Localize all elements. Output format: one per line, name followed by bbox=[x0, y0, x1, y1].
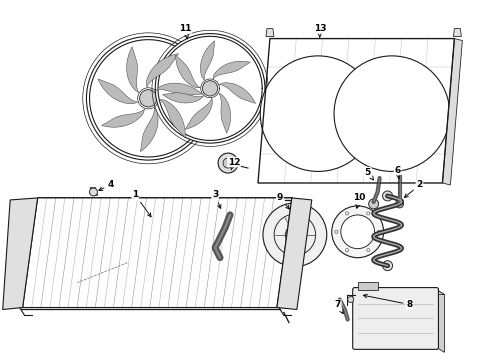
Circle shape bbox=[335, 230, 338, 233]
Circle shape bbox=[332, 206, 384, 258]
Polygon shape bbox=[277, 87, 308, 116]
Polygon shape bbox=[442, 39, 463, 185]
Polygon shape bbox=[200, 41, 215, 80]
Polygon shape bbox=[326, 104, 367, 120]
Polygon shape bbox=[400, 104, 441, 120]
Polygon shape bbox=[185, 98, 213, 129]
Polygon shape bbox=[219, 83, 256, 103]
Polygon shape bbox=[219, 93, 231, 133]
Polygon shape bbox=[437, 289, 444, 352]
Circle shape bbox=[367, 249, 370, 252]
Polygon shape bbox=[301, 123, 323, 160]
Polygon shape bbox=[213, 61, 250, 79]
Circle shape bbox=[395, 200, 404, 208]
Text: 12: 12 bbox=[228, 158, 240, 170]
Circle shape bbox=[311, 107, 325, 121]
Circle shape bbox=[260, 56, 376, 171]
Circle shape bbox=[383, 191, 392, 201]
Polygon shape bbox=[175, 55, 200, 88]
Text: 13: 13 bbox=[314, 24, 326, 37]
Text: 11: 11 bbox=[179, 24, 192, 39]
Polygon shape bbox=[101, 109, 145, 127]
Circle shape bbox=[285, 225, 304, 244]
Text: 7: 7 bbox=[335, 300, 343, 314]
Circle shape bbox=[383, 261, 392, 271]
Text: 4: 4 bbox=[99, 180, 114, 190]
Text: 1: 1 bbox=[132, 190, 151, 217]
Circle shape bbox=[377, 230, 381, 233]
Text: 5: 5 bbox=[365, 167, 373, 180]
Polygon shape bbox=[159, 99, 185, 138]
Polygon shape bbox=[156, 83, 202, 95]
Polygon shape bbox=[392, 79, 427, 104]
Circle shape bbox=[86, 37, 210, 160]
Circle shape bbox=[140, 90, 157, 107]
Polygon shape bbox=[272, 122, 313, 134]
Circle shape bbox=[385, 107, 399, 121]
Circle shape bbox=[155, 33, 265, 143]
Polygon shape bbox=[345, 122, 387, 134]
Text: 9: 9 bbox=[277, 193, 290, 209]
Polygon shape bbox=[328, 117, 345, 155]
Polygon shape bbox=[147, 54, 178, 87]
Circle shape bbox=[218, 153, 238, 173]
Circle shape bbox=[341, 215, 374, 249]
FancyBboxPatch shape bbox=[353, 288, 439, 349]
Polygon shape bbox=[163, 93, 203, 103]
Polygon shape bbox=[375, 123, 397, 160]
Circle shape bbox=[345, 212, 348, 215]
Polygon shape bbox=[2, 198, 38, 310]
Polygon shape bbox=[351, 87, 382, 116]
Polygon shape bbox=[266, 28, 274, 37]
Circle shape bbox=[345, 249, 348, 252]
Polygon shape bbox=[355, 289, 444, 294]
Bar bbox=[358, 282, 378, 289]
Text: 10: 10 bbox=[353, 193, 366, 208]
Polygon shape bbox=[401, 117, 419, 155]
Polygon shape bbox=[304, 65, 315, 107]
Polygon shape bbox=[453, 28, 462, 37]
Circle shape bbox=[263, 203, 327, 267]
Polygon shape bbox=[98, 79, 138, 104]
Text: 2: 2 bbox=[404, 180, 423, 198]
Circle shape bbox=[348, 297, 354, 302]
Circle shape bbox=[202, 81, 218, 96]
Circle shape bbox=[90, 188, 98, 196]
Text: 3: 3 bbox=[212, 190, 221, 208]
Polygon shape bbox=[319, 79, 353, 104]
Circle shape bbox=[367, 212, 370, 215]
Polygon shape bbox=[277, 198, 312, 310]
Circle shape bbox=[334, 56, 450, 171]
Polygon shape bbox=[377, 65, 389, 107]
Circle shape bbox=[368, 199, 379, 209]
Circle shape bbox=[223, 158, 233, 168]
Polygon shape bbox=[126, 47, 139, 93]
Text: 8: 8 bbox=[364, 294, 413, 309]
Text: 6: 6 bbox=[394, 166, 401, 179]
Polygon shape bbox=[141, 108, 158, 152]
